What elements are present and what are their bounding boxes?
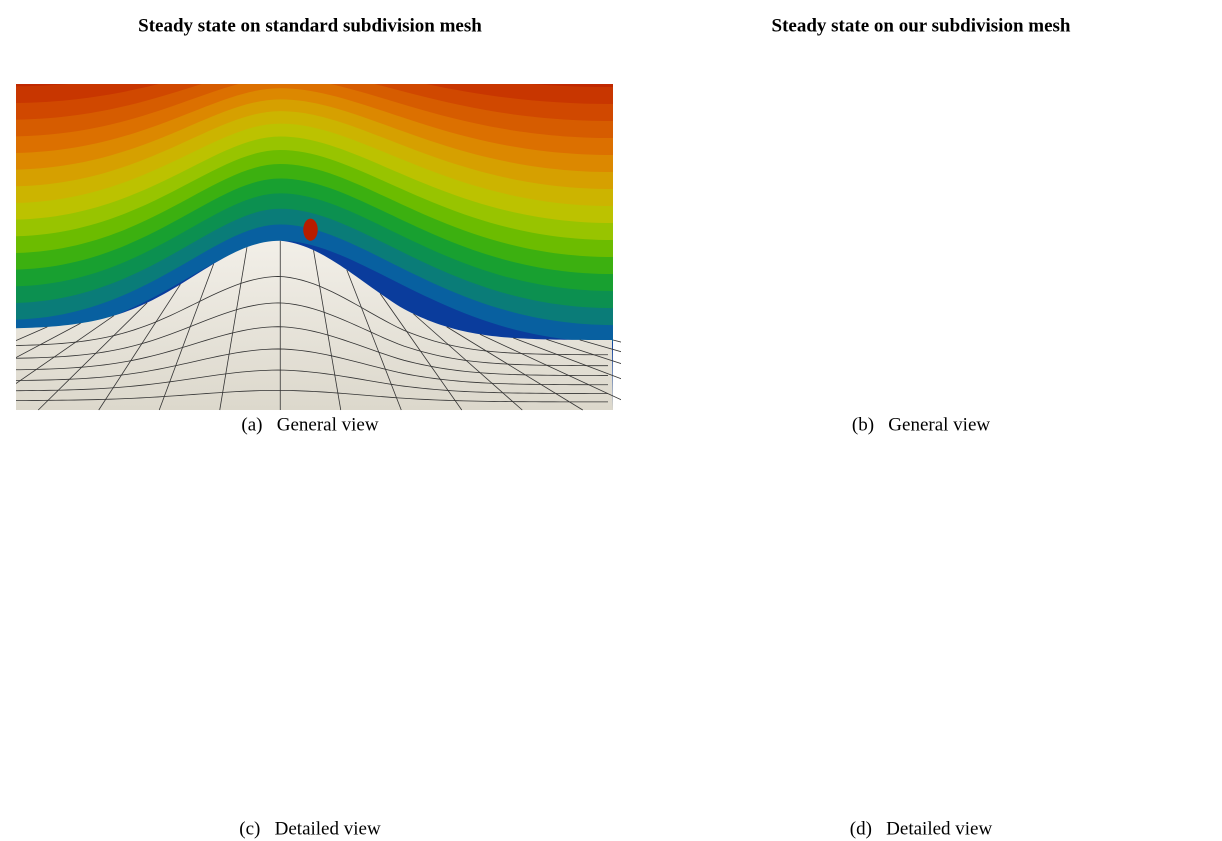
contour-band	[8, 501, 613, 812]
mesh-line	[8, 719, 613, 749]
panel-image	[628, 410, 1215, 812]
mesh-line	[1215, 340, 1222, 410]
column-title: Steady state on our subdivision mesh	[772, 15, 1071, 36]
mesh-line	[628, 303, 1210, 366]
contour-band	[8, 479, 613, 812]
mesh-line	[1150, 339, 1222, 410]
field-background	[628, 440, 1215, 812]
contour-band	[628, 441, 1215, 812]
contour-band	[628, 479, 1215, 812]
mesh-line	[833, 247, 859, 410]
mesh-line	[657, 303, 763, 410]
field-background	[628, 42, 1215, 410]
column-title: Steady state on standard subdivision mes…	[138, 15, 482, 36]
mesh-surface	[628, 241, 1215, 410]
contour-band	[628, 137, 1215, 410]
contour-band	[628, 570, 1215, 812]
caption: (b) General view	[852, 414, 990, 435]
contour-band	[8, 462, 613, 812]
panel-image	[0, 42, 1006, 410]
caption: (d) Detailed view	[850, 818, 993, 839]
contour-band	[628, 78, 1215, 410]
contour-band	[628, 531, 1215, 812]
mesh-line	[628, 349, 1210, 385]
mesh-line	[1021, 314, 1127, 410]
contour-band	[628, 193, 1215, 410]
mesh-line	[1086, 334, 1222, 410]
contour-band	[8, 441, 613, 812]
contour-band	[8, 445, 613, 812]
contour-band	[8, 531, 613, 812]
contour-band	[628, 88, 1215, 410]
contour-band	[628, 60, 1215, 410]
mesh-line	[680, 340, 1007, 410]
figure: Steady state on standard subdivision mes…	[0, 0, 1222, 841]
surface-gap	[628, 595, 1215, 812]
contour-band	[8, 451, 613, 812]
contour-band	[628, 179, 1215, 410]
contour-band	[628, 440, 1215, 812]
contour-band	[628, 99, 1215, 410]
mesh-line	[775, 264, 828, 410]
contour-band	[628, 445, 1215, 812]
contour-band	[628, 451, 1215, 812]
contour-band	[628, 68, 1215, 410]
caption: (c) Detailed view	[239, 818, 381, 839]
caption: (a) General view	[241, 414, 378, 435]
mesh-line	[628, 719, 1215, 749]
mesh-line	[580, 340, 825, 410]
mesh-line	[1183, 340, 1222, 410]
contour-band	[628, 164, 1215, 410]
mesh-line	[1118, 338, 1222, 410]
mesh-line	[924, 250, 950, 410]
contour-band	[628, 209, 1215, 410]
contour-blob	[432, 481, 505, 548]
contour-band	[628, 225, 1215, 410]
mesh-line	[810, 593, 845, 812]
mesh-line	[628, 390, 1210, 402]
contour-band	[628, 124, 1215, 410]
mesh-line	[1054, 327, 1186, 410]
contour-band	[8, 440, 613, 812]
mesh-line	[628, 370, 1210, 393]
field-background	[8, 440, 613, 812]
contour-blob	[220, 544, 256, 589]
mesh-surface	[8, 589, 613, 812]
mesh-line	[716, 284, 795, 410]
mesh-line	[456, 589, 577, 812]
contour-band	[8, 570, 613, 812]
mesh-line	[1062, 589, 1179, 812]
contour-band	[628, 46, 1215, 410]
mesh-line	[989, 293, 1068, 410]
mesh-line	[628, 327, 1210, 376]
mesh-line	[0, 328, 14, 410]
mesh-line	[196, 593, 232, 812]
contour-band	[628, 150, 1215, 410]
mesh-surface	[628, 589, 1215, 812]
mesh-line	[646, 340, 945, 410]
mesh-line	[628, 276, 1210, 354]
contour-blob	[889, 189, 930, 233]
contour-band	[628, 241, 1215, 410]
panel-image	[8, 440, 613, 812]
contour-band	[628, 52, 1215, 410]
contour-band	[628, 111, 1215, 410]
contour-blob	[303, 219, 318, 241]
mesh-line	[613, 340, 885, 410]
mesh-line	[957, 270, 1010, 410]
contour-band	[628, 462, 1215, 812]
contour-band	[628, 501, 1215, 812]
